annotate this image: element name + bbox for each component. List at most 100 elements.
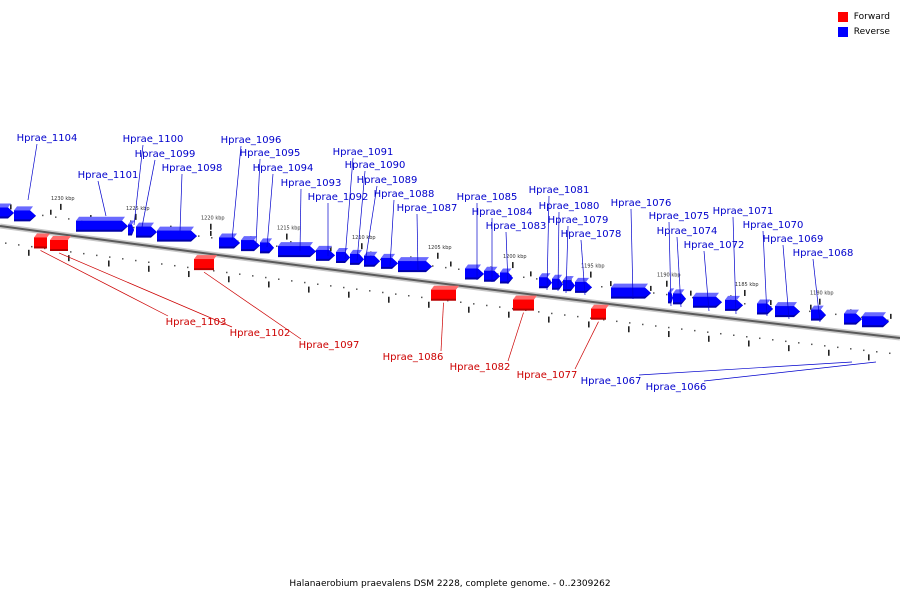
gene-hprae-1070[interactable] — [757, 299, 773, 315]
gene-hprae-1086[interactable] — [431, 285, 459, 301]
gene-hprae-1078-top — [575, 277, 590, 282]
gene-hprae-1092[interactable] — [316, 245, 335, 261]
gene-hprae-1095[interactable] — [241, 236, 260, 252]
gene-hprae-1072[interactable] — [693, 292, 722, 308]
gene-hprae-1087[interactable] — [398, 257, 432, 273]
gene-offscreen-left[interactable] — [0, 203, 14, 219]
gene-hprae-1067[interactable] — [844, 309, 862, 325]
gene-hprae-1097-label: Hprae_1097 — [299, 340, 360, 351]
scale-dot — [642, 323, 644, 326]
scale-dot — [562, 281, 564, 283]
scale-dot — [536, 278, 538, 280]
gene-hprae-1069-top — [775, 302, 797, 307]
gene-hprae-1092-face — [316, 249, 335, 259]
scale-tick-label: 1210 kbp — [352, 235, 376, 241]
gene-hprae-1102[interactable] — [50, 235, 71, 251]
scale-dot — [666, 293, 668, 296]
gene-hprae-1082[interactable] — [513, 295, 537, 311]
gene-hprae-1093[interactable] — [278, 242, 316, 258]
scale-tick — [650, 285, 652, 291]
scale-tick — [588, 321, 590, 328]
scale-tick — [330, 246, 332, 252]
gene-hprae-1088[interactable] — [381, 253, 398, 269]
gene-hprae-1074[interactable] — [673, 289, 686, 305]
scale-dot — [211, 237, 213, 239]
scale-dot — [746, 336, 748, 338]
scale-dot — [96, 254, 98, 257]
gene-hprae-1066-face — [862, 316, 889, 326]
gene-offscreen-left-top — [0, 203, 11, 208]
gene-hprae-1094-label: Hprae_1094 — [253, 163, 314, 174]
gene-hprae-1080[interactable] — [552, 274, 563, 290]
gene-hprae-1093-leader — [299, 188, 302, 252]
scale-dot — [590, 317, 592, 319]
scale-dot — [473, 303, 475, 305]
gene-hprae-1069[interactable] — [775, 302, 800, 318]
gene-hprae-1071[interactable] — [725, 295, 743, 311]
gene-hprae-1081[interactable] — [539, 273, 552, 289]
scale-dot — [692, 296, 694, 299]
gene-hprae-1102-face — [50, 239, 68, 249]
gene-hprae-1066[interactable] — [862, 312, 889, 328]
gene-hprae-1100[interactable] — [128, 220, 135, 236]
gene-hprae-1089-face — [364, 255, 380, 265]
scale-tick — [512, 262, 514, 269]
gene-hprae-1079-top — [563, 276, 574, 281]
scale-dot — [198, 235, 200, 237]
scale-dot — [408, 295, 410, 297]
scale-tick — [668, 331, 670, 338]
gene-hprae-1068-label: Hprae_1068 — [793, 248, 854, 259]
scale-dot — [382, 291, 384, 294]
gene-hprae-1096-label: Hprae_1096 — [221, 135, 282, 146]
scale-tick-label: 1195 kbp — [581, 264, 605, 270]
gene-hprae-1076[interactable] — [611, 283, 651, 299]
scale-tick — [708, 335, 710, 342]
gene-hprae-1091-face — [336, 252, 350, 262]
gene-hprae-1099-top — [136, 222, 154, 227]
scale-dot — [772, 339, 774, 341]
scale-dot — [653, 292, 655, 294]
gene-hprae-1075-top — [668, 288, 675, 293]
gene-hprae-1096[interactable] — [219, 233, 240, 249]
gene-hprae-1096-leader — [231, 145, 242, 241]
scale-dot — [694, 329, 696, 332]
gene-hprae-1068[interactable] — [811, 305, 826, 321]
scale-dot — [395, 293, 397, 295]
genome-track — [0, 223, 900, 341]
gene-hprae-1104[interactable] — [14, 206, 36, 222]
gene-hprae-1103[interactable] — [34, 233, 50, 249]
gene-hprae-1101[interactable] — [76, 216, 128, 232]
gene-hprae-1091[interactable] — [336, 248, 350, 264]
gene-hprae-1069-face — [775, 306, 800, 316]
scale-tick — [810, 304, 812, 310]
scale-dot — [380, 258, 382, 261]
gene-hprae-1078[interactable] — [575, 277, 592, 293]
gene-hprae-1083[interactable] — [500, 268, 513, 284]
gene-hprae-1101-label: Hprae_1101 — [78, 170, 139, 181]
gene-hprae-1095-top — [241, 236, 257, 241]
scale-dot — [601, 286, 603, 288]
gene-hprae-1089[interactable] — [364, 251, 380, 267]
scale-tick — [890, 313, 892, 319]
scale-dot — [460, 301, 462, 303]
gene-hprae-1098[interactable] — [157, 226, 197, 242]
scale-dot — [226, 271, 228, 274]
gene-hprae-1068-leader — [812, 258, 821, 323]
scale-tick — [10, 204, 12, 210]
gene-hprae-1079[interactable] — [563, 276, 575, 292]
gene-hprae-1074-label: Hprae_1074 — [657, 226, 718, 237]
gene-hprae-1099[interactable] — [136, 222, 157, 238]
scale-tick-label: 1220 kbp — [201, 216, 225, 222]
scale-dot — [681, 328, 683, 330]
scale-tick — [548, 316, 550, 323]
scale-dot — [161, 263, 163, 265]
gene-hprae-1097[interactable] — [194, 255, 217, 271]
scale-dot — [55, 216, 57, 218]
scale-tick — [468, 306, 470, 313]
gene-hprae-1069-leader — [782, 244, 790, 320]
gene-hprae-1070-label: Hprae_1070 — [743, 220, 804, 231]
gene-hprae-1077[interactable] — [591, 304, 609, 320]
scale-dot — [876, 351, 878, 353]
gene-hprae-1085[interactable] — [465, 264, 484, 280]
